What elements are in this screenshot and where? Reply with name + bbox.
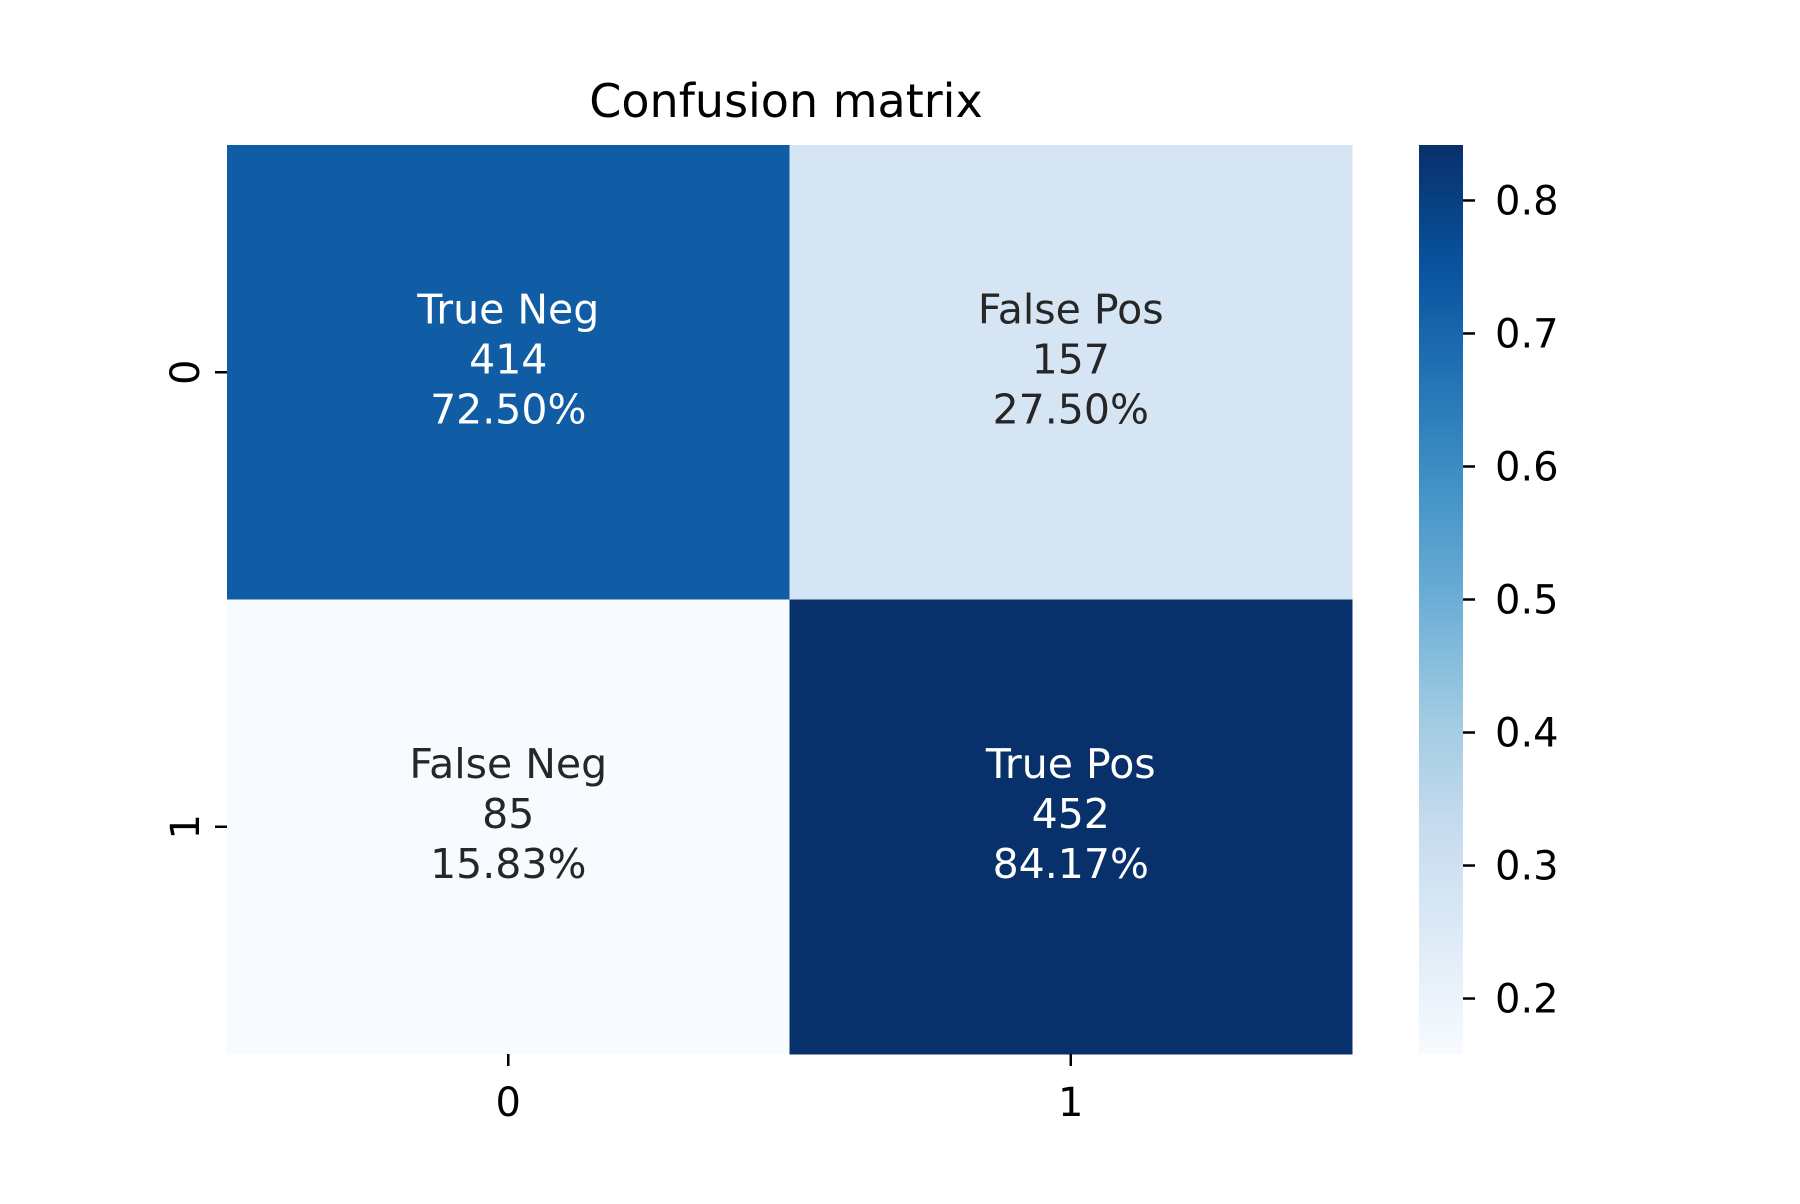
heatmap-cell-1-1 (789, 599, 1353, 1055)
heatmap-cell-1-0 (227, 599, 790, 1055)
cell-count-0-0: 414 (469, 335, 547, 383)
colorbar-tick-label-5: 0.7 (1495, 311, 1559, 357)
x-tick-label-1: 1 (1058, 1080, 1083, 1126)
cell-label-1-0: False Neg (409, 740, 607, 788)
cell-label-1-1: True Pos (985, 740, 1156, 788)
y-tick-label-1: 1 (163, 814, 209, 839)
colorbar-tick-label-6: 0.8 (1495, 178, 1559, 224)
cell-percent-0-0: 72.50% (430, 385, 586, 433)
colorbar-tick-label-2: 0.4 (1495, 711, 1559, 757)
colorbar-tick-label-4: 0.6 (1495, 444, 1559, 490)
colorbar-tick-label-3: 0.5 (1495, 578, 1559, 624)
heatmap-cells (227, 145, 1353, 1055)
cell-count-0-1: 157 (1032, 335, 1110, 383)
cell-label-0-1: False Pos (978, 285, 1164, 333)
x-tick-label-0: 0 (496, 1080, 521, 1126)
axes: 0 1 0 1 (163, 360, 1083, 1126)
heatmap-cell-0-1 (789, 145, 1353, 600)
colorbar: 0.2 0.3 0.4 0.5 0.6 0.7 0.8 (1419, 145, 1559, 1054)
colorbar-tick-label-0: 0.2 (1495, 977, 1559, 1023)
colorbar-tick-label-1: 0.3 (1495, 844, 1559, 890)
heatmap-cell-0-0 (227, 145, 790, 600)
cell-percent-1-0: 15.83% (430, 840, 586, 888)
chart-title: Confusion matrix (589, 74, 982, 128)
cell-label-0-0: True Neg (416, 285, 599, 333)
y-tick-label-0: 0 (163, 360, 209, 385)
cell-count-1-0: 85 (482, 790, 534, 838)
cell-percent-0-1: 27.50% (993, 385, 1149, 433)
cell-percent-1-1: 84.17% (993, 840, 1149, 888)
cell-count-1-1: 452 (1032, 790, 1110, 838)
colorbar-gradient (1419, 145, 1463, 1054)
